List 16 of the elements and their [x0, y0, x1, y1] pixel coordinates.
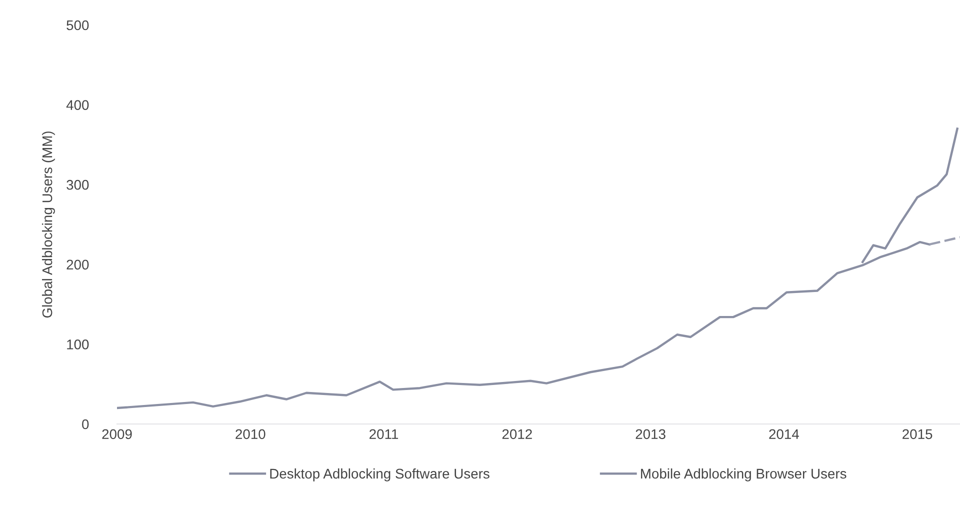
y-tick-label: 400: [66, 100, 89, 110]
legend-label: Desktop Adblocking Software Users: [270, 468, 490, 482]
y-tick-label: 500: [66, 20, 89, 30]
y-tick-label: 200: [66, 260, 89, 270]
y-axis-title: Global Adblocking Users (MM): [42, 132, 55, 318]
x-tick-label: 2015: [902, 429, 932, 440]
y-tick-label: 100: [67, 340, 89, 350]
x-tick-label: 2011: [370, 429, 398, 440]
y-tick-label: 300: [66, 180, 89, 190]
x-tick-label: 2012: [502, 429, 532, 440]
y-tick-label: 0: [82, 419, 89, 430]
x-tick-label: 2009: [102, 429, 132, 440]
legend-label: Mobile Adblocking Browser Users: [641, 468, 846, 482]
x-tick-label: 2010: [236, 429, 266, 440]
x-tick-label: 2014: [769, 429, 799, 440]
x-tick-label: 2013: [636, 429, 666, 440]
